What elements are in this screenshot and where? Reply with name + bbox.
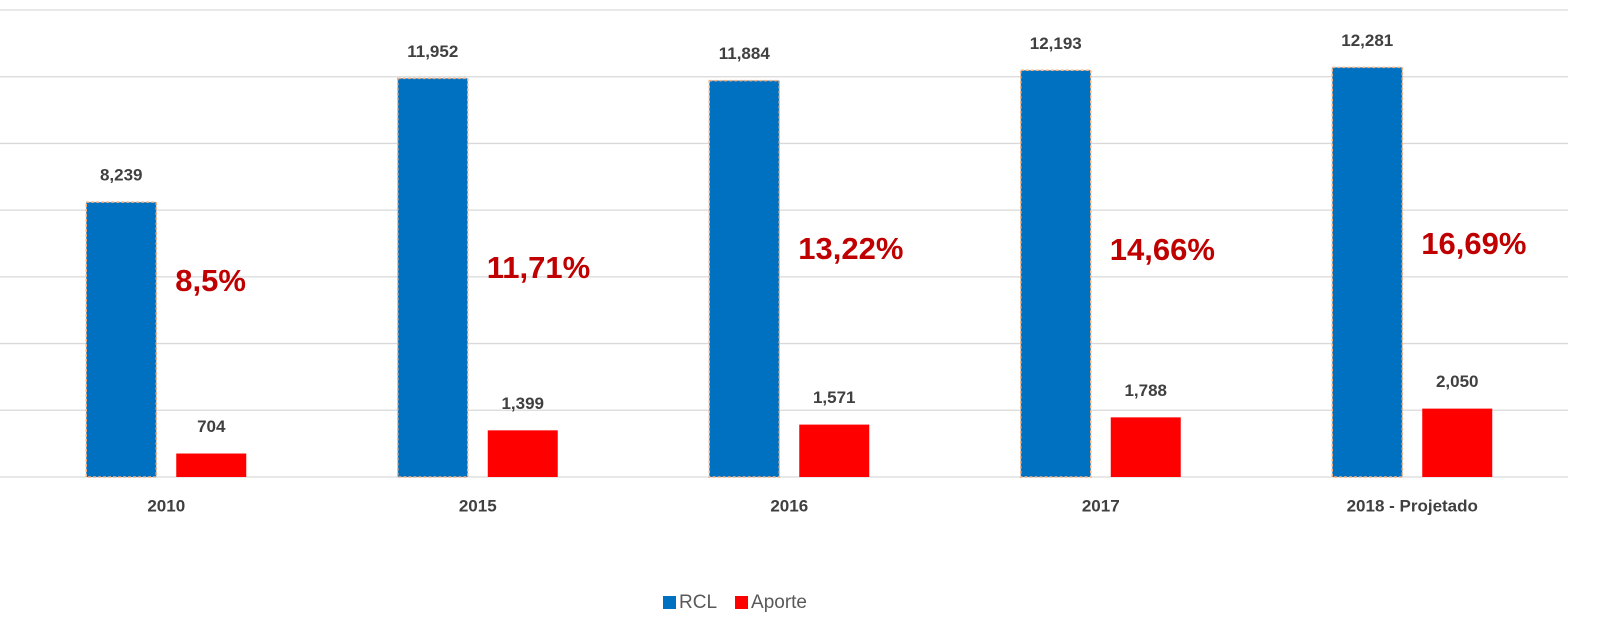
x-tick-label: 2017 — [1082, 496, 1120, 515]
bar — [1020, 69, 1092, 478]
bar — [708, 79, 780, 478]
annotation: 11,71% — [487, 250, 590, 285]
value-label: 11,884 — [719, 44, 771, 63]
x-tick-label: 2018 - Projetado — [1347, 496, 1478, 515]
value-label: 2,050 — [1436, 372, 1479, 391]
bar — [85, 201, 157, 478]
x-tick-label: 2015 — [459, 496, 497, 515]
bar — [1110, 417, 1181, 477]
value-label: 704 — [197, 417, 226, 436]
value-label: 1,399 — [501, 394, 544, 413]
value-label: 1,571 — [813, 388, 856, 407]
legend-swatch — [735, 596, 749, 609]
bar — [487, 430, 558, 477]
x-tick-label: 2016 — [770, 496, 808, 515]
annotation: 14,66% — [1110, 232, 1215, 267]
value-label: 12,193 — [1030, 34, 1082, 53]
value-label: 8,239 — [100, 166, 143, 185]
annotation: 13,22% — [798, 231, 903, 266]
bar — [799, 424, 870, 477]
bar — [1422, 408, 1493, 477]
legend-label: RCL — [679, 592, 717, 613]
bar — [397, 77, 469, 478]
legend-swatch — [663, 596, 676, 609]
annotation: 8,5% — [175, 263, 246, 298]
value-label: 11,952 — [407, 42, 458, 61]
bar — [1331, 66, 1403, 478]
legend-label: Aporte — [751, 592, 807, 613]
value-label: 1,788 — [1124, 381, 1167, 400]
value-label: 12,281 — [1341, 31, 1393, 50]
x-tick-label: 2010 — [147, 496, 185, 515]
annotation: 16,69% — [1421, 226, 1526, 261]
bar — [176, 453, 247, 477]
